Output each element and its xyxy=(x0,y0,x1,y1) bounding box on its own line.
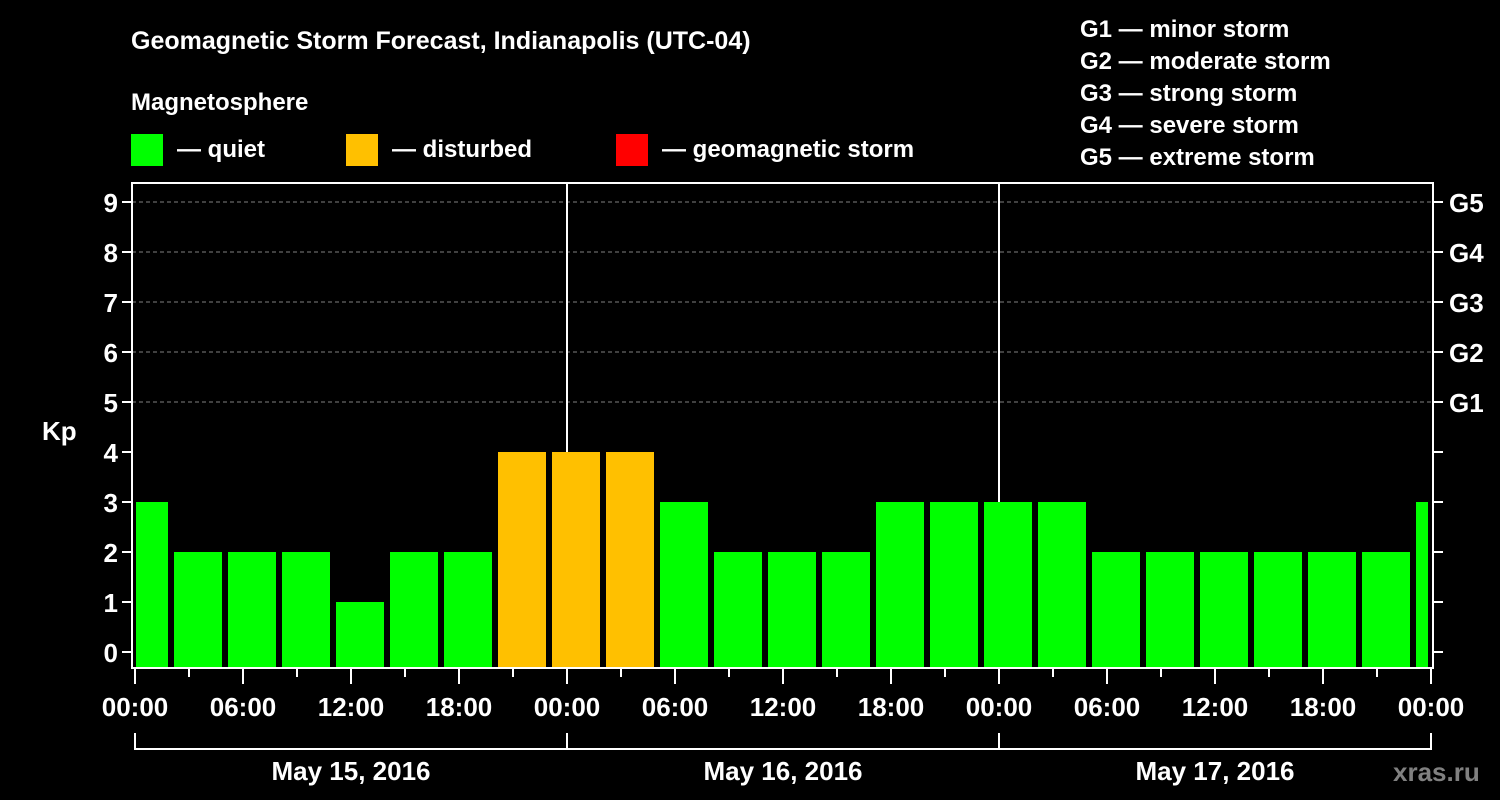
kp-bar xyxy=(984,502,1032,668)
x-tick-label: 00:00 xyxy=(1398,692,1465,722)
scale-legend-item: G5 — extreme storm xyxy=(1080,144,1315,171)
kp-bar xyxy=(1254,552,1302,668)
chart-title: Geomagnetic Storm Forecast, Indianapolis… xyxy=(131,27,751,55)
kp-bar xyxy=(444,552,492,668)
kp-bar xyxy=(1308,552,1356,668)
x-tick-label: 06:00 xyxy=(642,692,709,722)
g-scale-label: G4 xyxy=(1449,238,1484,268)
y-tick-label: 9 xyxy=(104,188,118,218)
kp-bar xyxy=(1038,502,1086,668)
kp-bar xyxy=(1092,552,1140,668)
x-tick-label: 12:00 xyxy=(1182,692,1249,722)
x-tick-label: 00:00 xyxy=(102,692,169,722)
kp-bar xyxy=(136,502,168,668)
kp-bar xyxy=(282,552,330,668)
x-tick-label: 12:00 xyxy=(750,692,817,722)
storm-scale-legend: G1 — minor storm G2 — moderate storm G3 — … xyxy=(1080,16,1331,171)
legend-swatch xyxy=(616,134,648,166)
y-tick-label: 4 xyxy=(104,438,119,468)
y-tick-label: 8 xyxy=(104,238,118,268)
kp-bar xyxy=(606,452,654,668)
x-tick-label: 06:00 xyxy=(1074,692,1141,722)
kp-bar xyxy=(876,502,924,668)
x-tick-label: 18:00 xyxy=(426,692,493,722)
g-scale-label: G1 xyxy=(1449,388,1484,418)
x-tick-label: 12:00 xyxy=(318,692,385,722)
day-label: May 15, 2016 xyxy=(271,756,430,786)
legend-label: — disturbed xyxy=(392,136,532,163)
day-label: May 16, 2016 xyxy=(703,756,862,786)
kp-bar xyxy=(390,552,438,668)
x-tick-label: 18:00 xyxy=(858,692,925,722)
legend-swatch xyxy=(131,134,163,166)
legend-title: Magnetosphere xyxy=(131,89,308,116)
y-tick-label: 6 xyxy=(104,338,118,368)
y-tick-label: 1 xyxy=(104,588,118,618)
kp-bar xyxy=(1416,502,1428,668)
x-tick-label: 06:00 xyxy=(210,692,277,722)
scale-legend-item: G1 — minor storm xyxy=(1080,16,1289,43)
plot-area: 0 1 2 3 4 5 6 7 8 9 G1 G2 G3 G4 G5 00:00 06:00 12:00 18:00… xyxy=(102,182,1484,786)
kp-bar xyxy=(714,552,762,668)
g-scale-label: G5 xyxy=(1449,188,1484,218)
x-tick-label: 00:00 xyxy=(966,692,1033,722)
kp-bar xyxy=(930,502,978,668)
kp-bar xyxy=(822,552,870,668)
y-tick-label: 7 xyxy=(104,288,118,318)
y-axis-label: Kp xyxy=(42,416,77,446)
kp-bar xyxy=(1200,552,1248,668)
x-tick-label: 00:00 xyxy=(534,692,601,722)
legend-label: — quiet xyxy=(177,136,265,163)
kp-bar xyxy=(228,552,276,668)
g-scale-label: G2 xyxy=(1449,338,1484,368)
kp-bar xyxy=(552,452,600,668)
kp-bar xyxy=(1146,552,1194,668)
kp-bar xyxy=(768,552,816,668)
legend: — quiet — disturbed — geomagnetic storm xyxy=(131,134,914,166)
y-tick-label: 3 xyxy=(104,488,118,518)
day-bracket xyxy=(134,733,1432,750)
day-label: May 17, 2016 xyxy=(1135,756,1294,786)
kp-bar xyxy=(660,502,708,668)
kp-bar xyxy=(174,552,222,668)
kp-bar xyxy=(336,602,384,668)
scale-legend-item: G3 — strong storm xyxy=(1080,80,1297,107)
y-tick-label: 5 xyxy=(104,388,118,418)
x-tick-label: 18:00 xyxy=(1290,692,1357,722)
legend-label: — geomagnetic storm xyxy=(662,136,914,163)
kp-bar xyxy=(498,452,546,668)
g-scale-label: G3 xyxy=(1449,288,1484,318)
legend-swatch xyxy=(346,134,378,166)
y-tick-label: 2 xyxy=(104,538,118,568)
watermark: xras.ru xyxy=(1393,757,1480,787)
y-tick-label: 0 xyxy=(104,638,118,668)
scale-legend-item: G4 — severe storm xyxy=(1080,112,1299,139)
scale-legend-item: G2 — moderate storm xyxy=(1080,48,1331,75)
kp-bar xyxy=(1362,552,1410,668)
